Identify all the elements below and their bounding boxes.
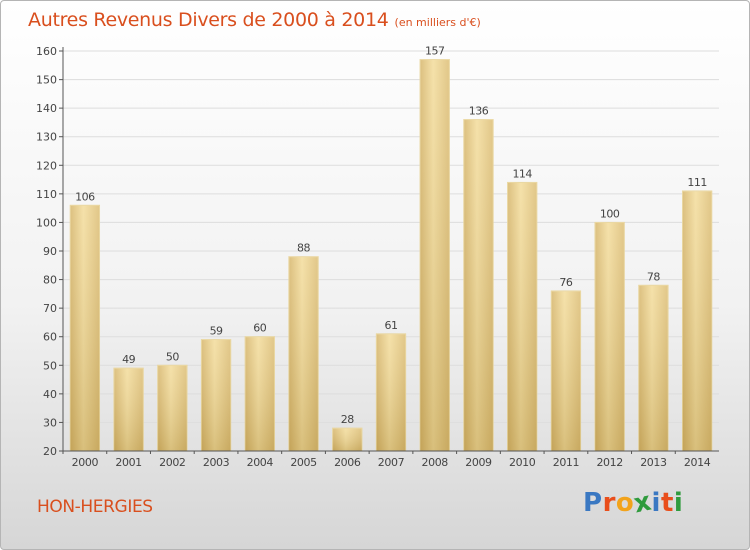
bar-2008: 157 bbox=[419, 45, 450, 452]
bar-shade bbox=[551, 291, 581, 451]
x-tick-label: 2007 bbox=[378, 456, 405, 469]
place-name: HON-HERGIES bbox=[37, 497, 153, 517]
data-label: 114 bbox=[512, 167, 532, 180]
data-label: 78 bbox=[647, 270, 660, 283]
bar-shade bbox=[507, 182, 537, 451]
bar-shade bbox=[245, 336, 275, 451]
data-label: 111 bbox=[687, 176, 707, 189]
bar-2006: 28 bbox=[332, 413, 363, 452]
y-tick-label: 70 bbox=[43, 302, 57, 315]
data-label: 61 bbox=[385, 319, 398, 332]
x-tick-label: 2006 bbox=[334, 456, 361, 469]
x-tick-label: 2005 bbox=[290, 456, 317, 469]
bar-2001: 49 bbox=[113, 353, 144, 452]
x-tick-label: 2011 bbox=[553, 456, 579, 469]
bar-2000: 106 bbox=[69, 190, 101, 452]
bar-shade bbox=[70, 205, 100, 451]
bar-2005: 88 bbox=[288, 242, 319, 452]
bar-2007: 61 bbox=[375, 319, 407, 452]
data-label: 59 bbox=[210, 325, 223, 338]
x-tick-label: 2010 bbox=[509, 456, 536, 469]
data-label: 60 bbox=[253, 322, 266, 335]
y-tick-label: 130 bbox=[36, 131, 57, 144]
bar-shade bbox=[288, 256, 319, 451]
data-label: 157 bbox=[425, 45, 445, 58]
data-label: 76 bbox=[559, 276, 572, 289]
bar-shade bbox=[376, 333, 406, 451]
bar-shade bbox=[682, 191, 712, 451]
data-label: 136 bbox=[469, 105, 489, 118]
data-label: 88 bbox=[297, 242, 310, 255]
y-tick-label: 90 bbox=[43, 245, 57, 258]
logo-letter: o bbox=[615, 488, 635, 518]
y-tick-label: 100 bbox=[36, 216, 57, 229]
logo-letter: P bbox=[583, 488, 603, 518]
y-tick-label: 150 bbox=[36, 74, 57, 87]
bar-shade bbox=[638, 285, 669, 451]
y-axis-ticks: 20 30 40 50 60 70 80 90 100 110 120 130 140 150 160 bbox=[36, 45, 63, 458]
bar-shade bbox=[113, 368, 144, 451]
y-tick-label: 80 bbox=[43, 274, 57, 287]
title-text: Autres Revenus Divers de 2000 à 2014 bbox=[28, 9, 389, 31]
bar-2009: 136 bbox=[463, 105, 494, 452]
y-tick-label: 110 bbox=[36, 188, 57, 201]
logo-letter: i bbox=[673, 488, 684, 518]
bar-2004: 60 bbox=[244, 322, 275, 452]
x-tick-label: 2008 bbox=[422, 456, 449, 469]
proxiti-logo: Proxiti bbox=[583, 487, 684, 520]
bar-shade bbox=[595, 222, 625, 451]
bar-shade bbox=[332, 428, 362, 451]
y-tick-label: 40 bbox=[43, 388, 57, 401]
y-tick-label: 50 bbox=[43, 359, 57, 372]
bar-shade bbox=[201, 339, 231, 451]
x-tick-label: 2001 bbox=[115, 456, 141, 469]
bar-2013: 78 bbox=[638, 270, 669, 452]
logo-letter: t bbox=[660, 488, 674, 518]
x-tick-label: 2002 bbox=[159, 456, 185, 469]
bar-2011: 76 bbox=[550, 276, 582, 452]
bars: 106 49 50 59 60 88 28 61 157 136 114 76 100 78 111 bbox=[69, 45, 713, 452]
bar-2014: 111 bbox=[681, 176, 713, 452]
data-label: 100 bbox=[600, 207, 620, 220]
logo-letter: i bbox=[651, 488, 661, 518]
x-tick-label: 2013 bbox=[640, 456, 667, 469]
data-label: 50 bbox=[166, 350, 179, 363]
x-axis-ticks: 2000 2001 2002 2003 2004 2005 2006 2007 2008 2009… bbox=[62, 451, 711, 469]
bar-2012: 100 bbox=[594, 207, 625, 452]
data-label: 28 bbox=[341, 413, 354, 426]
y-tick-label: 30 bbox=[43, 416, 57, 429]
bar-shade bbox=[157, 365, 187, 451]
data-label: 106 bbox=[75, 190, 95, 203]
bar-shade bbox=[420, 59, 450, 451]
x-tick-label: 2009 bbox=[465, 456, 492, 469]
bar-2003: 59 bbox=[200, 325, 232, 452]
y-tick-label: 60 bbox=[43, 331, 57, 344]
x-tick-label: 2003 bbox=[203, 456, 230, 469]
x-tick-label: 2000 bbox=[72, 456, 99, 469]
chart-title: Autres Revenus Divers de 2000 à 2014 (en … bbox=[28, 9, 481, 31]
x-tick-label: 2012 bbox=[596, 456, 622, 469]
bar-shade bbox=[463, 119, 494, 452]
logo-letter: r bbox=[602, 488, 616, 518]
x-tick-label: 2014 bbox=[684, 456, 711, 469]
chart-subtitle: (en milliers d'€) bbox=[394, 16, 481, 29]
y-tick-label: 160 bbox=[36, 45, 57, 58]
bar-2010: 114 bbox=[507, 167, 538, 452]
x-tick-label: 2004 bbox=[247, 456, 274, 469]
y-tick-label: 120 bbox=[36, 159, 57, 172]
bar-2002: 50 bbox=[157, 350, 188, 452]
y-tick-label: 20 bbox=[43, 445, 57, 458]
data-label: 49 bbox=[122, 353, 135, 366]
y-tick-label: 140 bbox=[36, 102, 57, 115]
